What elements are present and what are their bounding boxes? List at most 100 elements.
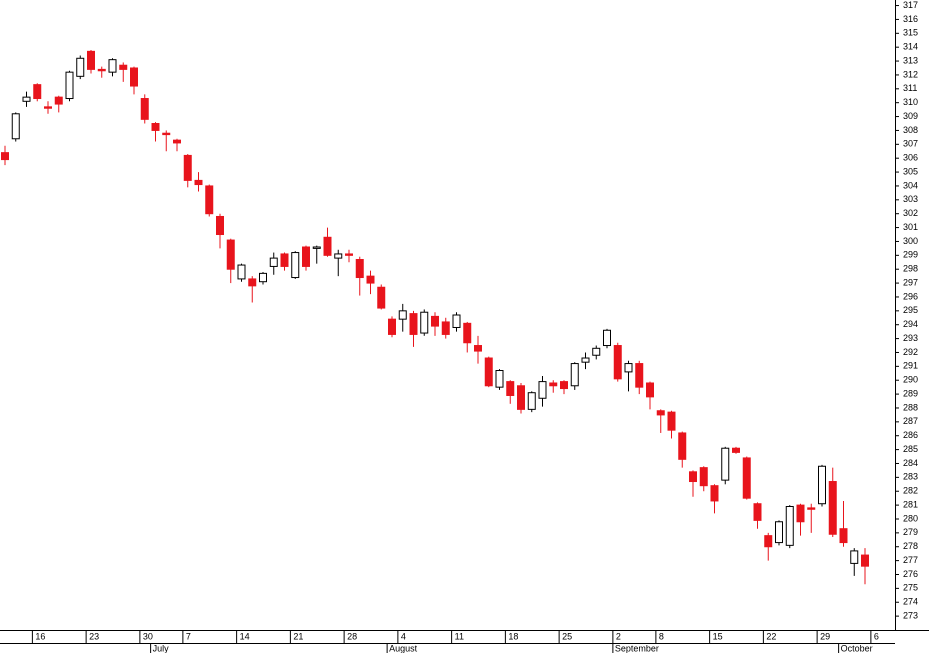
candle-body (646, 382, 654, 398)
x-tick-label: 7 (186, 631, 191, 641)
month-label: September (615, 643, 659, 653)
candle-body (183, 154, 192, 181)
candle-body (431, 315, 439, 327)
x-tick-label: 2 (616, 631, 621, 641)
y-tick-label: 301 (903, 222, 918, 232)
candle-body (398, 310, 407, 320)
candle-body (140, 98, 149, 120)
candle-body (635, 363, 644, 388)
candle-body (517, 385, 525, 410)
candle-body (205, 185, 214, 215)
candle-body (237, 264, 246, 280)
y-tick-label: 303 (903, 194, 918, 204)
candle-body (409, 313, 418, 335)
candle-body (624, 363, 633, 373)
candle-body (11, 113, 20, 140)
candle-body (130, 67, 138, 87)
candle-body (850, 550, 859, 564)
y-tick-label: 296 (903, 291, 918, 301)
y-tick-label: 300 (903, 236, 918, 246)
candle-body (44, 106, 52, 109)
candle-body (194, 179, 203, 186)
candle-body (291, 252, 300, 279)
candle-body (366, 275, 375, 284)
candle-body (732, 447, 740, 453)
x-tick-label: 22 (766, 631, 776, 641)
x-tick-label: 14 (240, 631, 250, 641)
candle-body (97, 68, 106, 72)
candle-body (538, 381, 547, 399)
y-tick-label: 285 (903, 444, 918, 454)
y-tick-label: 308 (903, 125, 918, 135)
candle-body (581, 357, 590, 363)
candle-body (764, 535, 773, 548)
candle-body (269, 257, 278, 267)
y-tick-label: 304 (903, 180, 918, 190)
x-tick-label: 4 (401, 631, 406, 641)
y-tick-label: 310 (903, 97, 918, 107)
y-tick-label: 314 (903, 42, 918, 52)
candle-body (345, 253, 353, 256)
candle-body (689, 471, 697, 483)
y-tick-label: 273 (903, 610, 918, 620)
candle-body (495, 370, 504, 388)
candle-body (377, 286, 386, 309)
candle-body (753, 503, 762, 521)
candle-body (248, 278, 257, 287)
x-tick-label: 18 (508, 631, 518, 641)
candle-body (388, 318, 396, 335)
y-tick-label: 287 (903, 416, 918, 426)
candle-body (355, 258, 364, 279)
candle-body (119, 64, 128, 70)
candle-body (463, 322, 472, 344)
y-tick-label: 277 (903, 555, 918, 565)
month-label: July (153, 643, 170, 653)
y-tick-label: 307 (903, 139, 918, 149)
candle-body (560, 381, 568, 390)
candle-body (570, 363, 579, 387)
candle-body (506, 381, 515, 396)
y-tick-label: 311 (903, 83, 917, 93)
candle-body (151, 123, 160, 131)
candle-body (216, 215, 224, 236)
candle-body (839, 528, 848, 544)
candle-body (613, 345, 622, 380)
y-tick-label: 313 (903, 55, 918, 65)
candle-body (678, 432, 687, 460)
candle-body (775, 521, 783, 544)
candle-body (441, 321, 450, 335)
candle-body (474, 345, 482, 352)
y-tick-label: 295 (903, 305, 918, 315)
x-tick-label: 16 (35, 631, 45, 641)
candle-body (484, 357, 493, 387)
y-tick-label: 302 (903, 208, 918, 218)
candle-body (312, 246, 321, 249)
candle-body (87, 50, 95, 70)
y-tick-label: 286 (903, 430, 918, 440)
y-tick-label: 290 (903, 375, 918, 385)
candle-body (710, 485, 719, 502)
y-tick-label: 309 (903, 111, 918, 121)
candle-body (65, 71, 74, 100)
x-tick-label: 21 (293, 631, 303, 641)
y-tick-label: 276 (903, 569, 918, 579)
candle-body (452, 314, 461, 328)
candle-body (323, 236, 332, 256)
x-tick-label: 23 (89, 631, 99, 641)
month-label: August (389, 643, 418, 653)
y-tick-label: 283 (903, 472, 918, 482)
candle-body (162, 132, 171, 136)
y-tick-label: 306 (903, 153, 918, 163)
candle-body (656, 410, 665, 416)
candle-body (721, 447, 730, 481)
x-tick-label: 25 (562, 631, 572, 641)
x-tick-label: 6 (874, 631, 879, 641)
y-tick-label: 298 (903, 264, 918, 274)
y-tick-label: 288 (903, 402, 918, 412)
x-tick-label: 28 (347, 631, 357, 641)
candle-body (699, 467, 708, 487)
candle-body (76, 57, 85, 77)
y-tick-label: 278 (903, 541, 918, 551)
y-tick-label: 289 (903, 388, 918, 398)
